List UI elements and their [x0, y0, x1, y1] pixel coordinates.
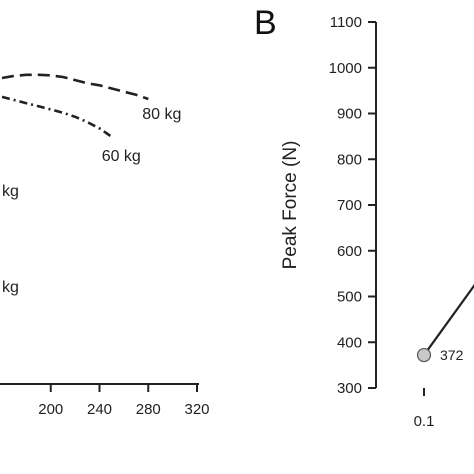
series-label-80kg: 80 kg — [142, 106, 181, 123]
panel-b-data-label: 372 — [440, 347, 464, 363]
panel-b-y-tick-label: 300 — [337, 380, 362, 397]
panel-a-x-tick-label: 240 — [87, 401, 112, 418]
panel-b-x-tick-label: 0.1 — [414, 413, 435, 430]
panel-b: B 300 400 500 600 700 800 900 1000 1100 0.1 Peak … — [254, 4, 474, 430]
panel-a-x-tick-label: 200 — [38, 401, 63, 418]
partial-label-2: kg — [2, 279, 19, 296]
panel-b-data-point — [416, 347, 432, 363]
panel-a: 200 240 280 320 80 kg 60 kg kg kg — [0, 73, 210, 418]
panel-a-x-tick-label: 320 — [184, 401, 209, 418]
panel-b-y-tick-label: 600 — [337, 243, 362, 260]
panel-b-y-tick-label: 1000 — [329, 60, 362, 77]
series-line-60kg — [1, 95, 113, 138]
panel-b-letter: B — [254, 4, 277, 42]
series-line-80kg — [1, 73, 149, 101]
panel-b-y-tick-label: 400 — [337, 334, 362, 351]
panel-a-x-tick-label: 280 — [136, 401, 161, 418]
panel-b-y-tick-label: 500 — [337, 289, 362, 306]
series-label-60kg: 60 kg — [102, 148, 141, 165]
panel-b-y-tick-label: 700 — [337, 197, 362, 214]
panel-b-y-axis-title: Peak Force (N) — [280, 141, 301, 270]
panel-b-series-line — [423, 284, 474, 356]
partial-label-1: kg — [2, 183, 19, 200]
panel-b-y-tick-label: 800 — [337, 151, 362, 168]
panel-b-y-tick-label: 900 — [337, 106, 362, 123]
panel-b-y-tick-label: 1100 — [330, 14, 362, 31]
